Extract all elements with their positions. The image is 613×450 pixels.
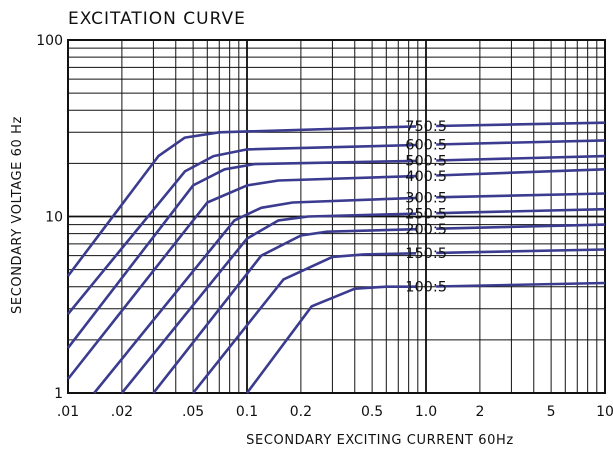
chart-title: EXCITATION CURVE bbox=[68, 9, 246, 29]
series-line-tail-400-5 bbox=[436, 168, 606, 177]
series-line-750-5 bbox=[66, 125, 417, 277]
series-label-500-5: 500:5 bbox=[405, 154, 447, 170]
tick-labels: .01 .02 .05 0.1 0.2 0.5 1.0 2 5 10 1 10 100 bbox=[36, 33, 613, 420]
x-tick-label: .02 bbox=[111, 404, 133, 420]
x-tick-label: 10 bbox=[596, 404, 613, 420]
series-label-300-5: 300:5 bbox=[405, 191, 447, 207]
series-line-250-5 bbox=[120, 212, 417, 394]
series-line-150-5 bbox=[192, 252, 417, 394]
series-line-200-5 bbox=[152, 227, 417, 394]
series-line-300-5 bbox=[93, 196, 417, 394]
x-tick-label: 0.5 bbox=[361, 404, 383, 420]
x-tick-label: 2 bbox=[475, 404, 484, 420]
series-line-tail-750-5 bbox=[436, 121, 606, 128]
series-line-tail-150-5 bbox=[436, 248, 606, 255]
series-line-tail-200-5 bbox=[436, 223, 606, 230]
series-label-250-5: 250:5 bbox=[405, 207, 447, 223]
series-line-600-5 bbox=[66, 143, 417, 315]
y-tick-label: 10 bbox=[45, 210, 63, 226]
series-line-400-5 bbox=[66, 174, 417, 380]
plot-frame bbox=[67, 39, 606, 394]
series-line-tail-300-5 bbox=[436, 192, 606, 199]
x-tick-label: 0.2 bbox=[290, 404, 312, 420]
series-line-100-5 bbox=[245, 285, 417, 394]
series-line-tail-250-5 bbox=[436, 207, 606, 215]
series-label-100-5: 100:5 bbox=[405, 280, 447, 296]
y-tick-label: 1 bbox=[54, 386, 63, 402]
series-label-750-5: 750:5 bbox=[405, 119, 447, 135]
series-line-tail-500-5 bbox=[436, 154, 606, 162]
x-tick-label: 1.0 bbox=[415, 404, 437, 420]
series-label-400-5: 400:5 bbox=[405, 169, 447, 185]
x-axis-label: SECONDARY EXCITING CURRENT 60Hz bbox=[246, 433, 514, 448]
x-tick-label: .05 bbox=[182, 404, 204, 420]
series-line-tail-600-5 bbox=[436, 139, 606, 146]
series-line-tail-100-5 bbox=[436, 281, 606, 288]
y-axis-label: SECONDARY VOLTAGE 60 Hz bbox=[10, 116, 25, 314]
y-tick-label: 100 bbox=[36, 33, 63, 49]
series-label-200-5: 200:5 bbox=[405, 222, 447, 238]
series-label-600-5: 600:5 bbox=[405, 138, 447, 154]
x-tick-label: 0.1 bbox=[236, 404, 258, 420]
series-line-500-5 bbox=[66, 159, 417, 349]
series-label-150-5: 150:5 bbox=[405, 246, 447, 262]
x-tick-label: .01 bbox=[57, 404, 79, 420]
x-tick-label: 5 bbox=[547, 404, 556, 420]
